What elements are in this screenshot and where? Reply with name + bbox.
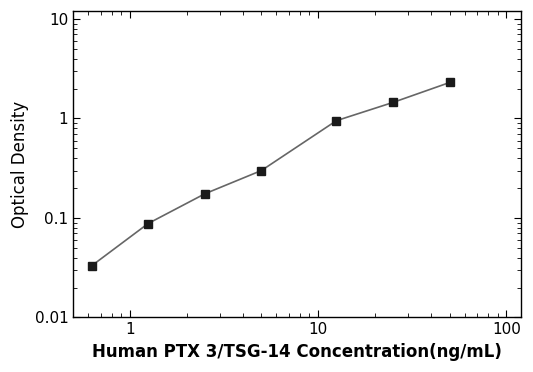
X-axis label: Human PTX 3/TSG-14 Concentration(ng/mL): Human PTX 3/TSG-14 Concentration(ng/mL) <box>92 343 502 361</box>
Y-axis label: Optical Density: Optical Density <box>11 101 29 228</box>
